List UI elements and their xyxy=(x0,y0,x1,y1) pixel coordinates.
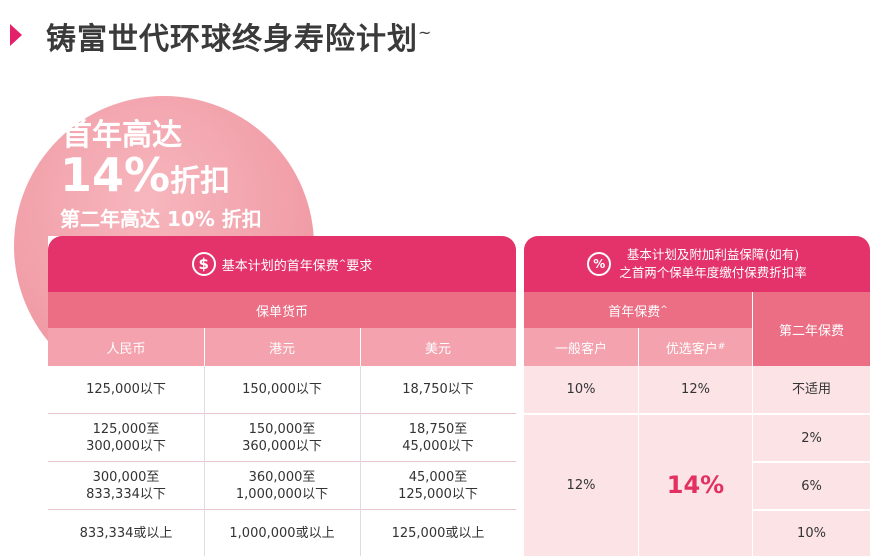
col-header-hkd: 港元 xyxy=(204,328,360,366)
col-header-preferred: 优选客户 # xyxy=(639,328,752,366)
discount-rate-table: % 基本计划及附加利益保障(如有) 之首两个保单年度缴付保费折扣率 首年保费 ^ 第… xyxy=(524,236,870,556)
table-cell: 12% xyxy=(639,366,752,413)
premium-requirement-table: $ 基本计划的首年保费 ^ 要求 保单货币 人民币 港元 美元 125,000以下 … xyxy=(48,236,516,556)
table-cell: 150,000至 360,000以下 xyxy=(204,414,360,461)
table-cell-merged: 12% xyxy=(524,415,638,556)
table-cell: 6% xyxy=(753,463,870,509)
table-cell: 150,000以下 xyxy=(204,366,360,413)
table-cell: 10% xyxy=(524,366,638,413)
second-year-premium-header: 第二年保费 xyxy=(753,292,870,366)
table-cell: 125,000或以上 xyxy=(360,510,516,556)
table-cell: 125,000至 300,000以下 xyxy=(48,414,204,461)
currency-group-header: 保单货币 xyxy=(48,292,516,328)
promo-line3: 第二年高达 10% 折扣 xyxy=(60,207,262,231)
table-cell: 300,000至 833,334以下 xyxy=(48,462,204,509)
table-cell: 45,000至 125,000以下 xyxy=(360,462,516,509)
table-cell: 833,334或以上 xyxy=(48,510,204,556)
table-cell: 125,000以下 xyxy=(48,366,204,413)
col-header-usd: 美元 xyxy=(360,328,516,366)
table-cell: 2% xyxy=(753,415,870,461)
table-cell: 10% xyxy=(753,511,870,556)
table-cell: 18,750至 45,000以下 xyxy=(360,414,516,461)
table-cell: 不适用 xyxy=(753,366,870,413)
col-header-rmb: 人民币 xyxy=(48,328,204,366)
table-cell: 18,750以下 xyxy=(360,366,516,413)
first-year-premium-header: 首年保费 ^ xyxy=(524,292,752,328)
promo-line1: 首年高达 xyxy=(62,118,182,153)
left-table-header: $ 基本计划的首年保费 ^ 要求 xyxy=(48,236,516,292)
col-header-general: 一般客户 xyxy=(524,328,638,366)
page-title: 铸富世代环球终身寿险计划~ xyxy=(46,22,433,57)
percent-icon: % xyxy=(587,252,612,276)
table-cell: 360,000至 1,000,000以下 xyxy=(204,462,360,509)
dollar-icon: $ xyxy=(191,252,216,276)
title-arrow-icon xyxy=(10,24,22,46)
table-cell-highlight: 14% xyxy=(639,415,752,556)
right-table-header: % 基本计划及附加利益保障(如有) 之首两个保单年度缴付保费折扣率 xyxy=(524,236,870,292)
table-cell: 1,000,000或以上 xyxy=(204,510,360,556)
promo-line2: 14%折扣 xyxy=(60,148,231,202)
